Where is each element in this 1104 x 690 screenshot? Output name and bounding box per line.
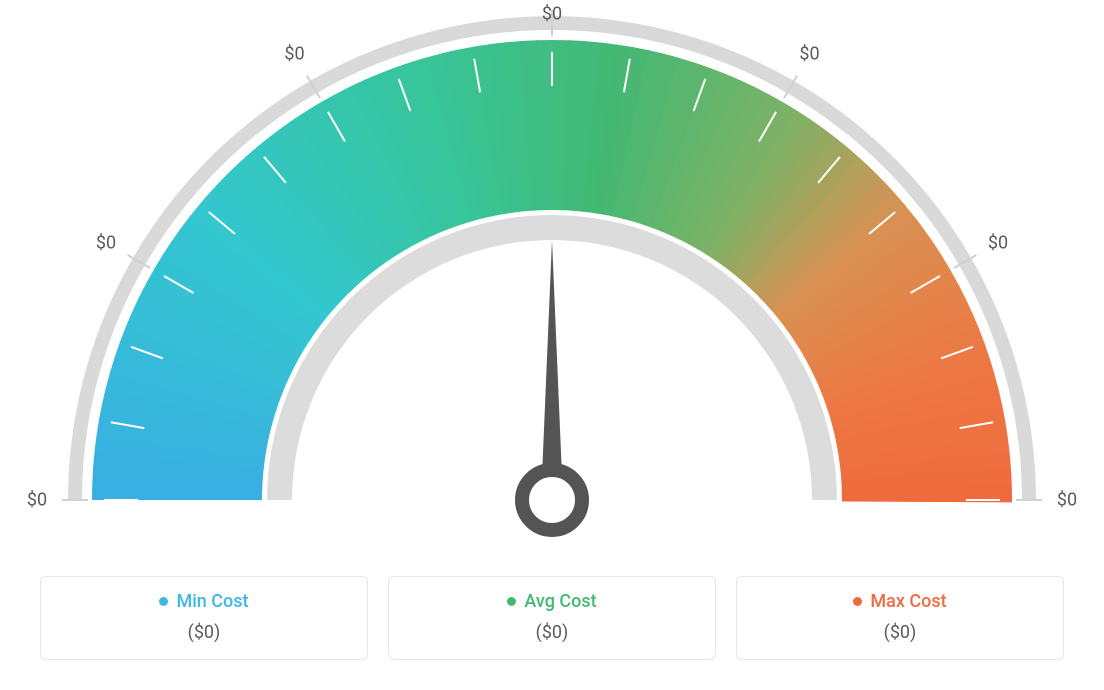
- gauge-tick-label: $0: [988, 232, 1008, 253]
- legend-title-avg: Avg Cost: [507, 591, 596, 612]
- gauge-tick-label: $0: [542, 4, 562, 25]
- legend-card-max: Max Cost ($0): [736, 576, 1064, 660]
- gauge-tick-label: $0: [1057, 490, 1077, 511]
- legend-row: Min Cost ($0) Avg Cost ($0) Max Cost ($0…: [40, 576, 1064, 660]
- gauge-tick-label: $0: [96, 232, 116, 253]
- legend-dot-max: [853, 597, 862, 606]
- legend-dot-min: [159, 597, 168, 606]
- legend-card-min: Min Cost ($0): [40, 576, 368, 660]
- legend-value-avg: ($0): [399, 622, 705, 643]
- gauge-chart: $0 $0 $0 $0 $0 $0 $0: [0, 0, 1104, 560]
- legend-value-min: ($0): [51, 622, 357, 643]
- legend-label-max: Max Cost: [870, 591, 946, 612]
- gauge-tick-label: $0: [284, 43, 304, 64]
- legend-label-avg: Avg Cost: [524, 591, 596, 612]
- legend-label-min: Min Cost: [176, 591, 248, 612]
- gauge-tick-label: $0: [799, 43, 819, 64]
- legend-title-min: Min Cost: [159, 591, 248, 612]
- legend-card-avg: Avg Cost ($0): [388, 576, 716, 660]
- legend-dot-avg: [507, 597, 516, 606]
- legend-value-max: ($0): [747, 622, 1053, 643]
- gauge-tick-label: $0: [27, 490, 47, 511]
- legend-title-max: Max Cost: [853, 591, 946, 612]
- cost-gauge-infographic: $0 $0 $0 $0 $0 $0 $0 Min Cost ($0) Avg Cost ($…: [0, 0, 1104, 690]
- gauge-svg: [0, 0, 1104, 560]
